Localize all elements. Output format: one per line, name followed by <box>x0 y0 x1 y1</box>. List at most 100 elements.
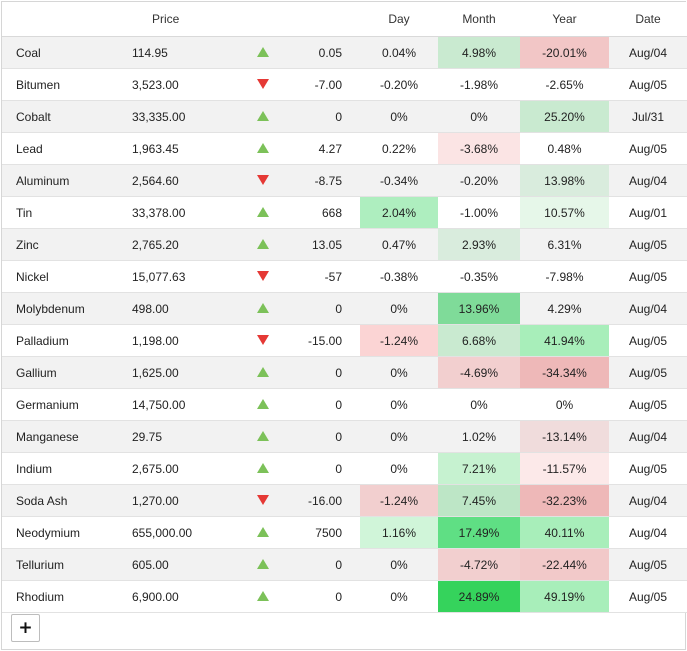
date-cell: Jul/31 <box>609 100 687 133</box>
date-cell: Aug/01 <box>609 196 687 229</box>
table-row[interactable]: Tin 33,378.00 668 2.04% -1.00% 10.57% Aug/01 <box>2 196 687 229</box>
date-cell: Aug/04 <box>609 420 687 453</box>
trend-cell <box>228 36 298 69</box>
month-change-cell: -0.20% <box>438 164 520 197</box>
trend-cell <box>228 356 298 389</box>
day-change-cell: 0.47% <box>360 228 438 261</box>
year-change-cell: 0.48% <box>520 132 609 165</box>
change-cell: 668 <box>298 196 360 229</box>
month-change-cell: -4.72% <box>438 548 520 581</box>
arrow-down-icon <box>257 78 269 89</box>
commodities-table: Price Day Month Year Date Coal 114.95 0.05… <box>2 2 687 613</box>
day-change-cell: 0% <box>360 548 438 581</box>
add-row-button[interactable]: + <box>11 614 40 642</box>
arrow-down-icon <box>257 270 269 281</box>
month-change-cell: -3.68% <box>438 132 520 165</box>
month-change-cell: -1.98% <box>438 68 520 101</box>
trend-cell <box>228 228 298 261</box>
price-cell: 1,963.45 <box>120 132 228 165</box>
arrow-down-icon <box>257 174 269 185</box>
date-cell: Aug/04 <box>609 36 687 69</box>
table-row[interactable]: Nickel 15,077.63 -57 -0.38% -0.35% -7.98% Aug/… <box>2 260 687 293</box>
price-cell: 1,625.00 <box>120 356 228 389</box>
table-row[interactable]: Coal 114.95 0.05 0.04% 4.98% -20.01% Aug/04 <box>2 36 687 69</box>
table-header-row: Price Day Month Year Date <box>2 2 687 37</box>
column-header-name[interactable] <box>2 2 120 37</box>
trend-cell <box>228 484 298 517</box>
arrow-up-icon <box>257 398 269 409</box>
trend-cell <box>228 196 298 229</box>
day-change-cell: -0.38% <box>360 260 438 293</box>
arrow-up-icon <box>257 366 269 377</box>
price-cell: 29.75 <box>120 420 228 453</box>
table-row[interactable]: Rhodium 6,900.00 0 0% 24.89% 49.19% Aug/05 <box>2 580 687 613</box>
arrow-up-icon <box>257 46 269 57</box>
price-cell: 1,270.00 <box>120 484 228 517</box>
date-cell: Aug/05 <box>609 132 687 165</box>
price-cell: 6,900.00 <box>120 580 228 613</box>
trend-cell <box>228 164 298 197</box>
column-header-date[interactable]: Date <box>609 2 687 37</box>
table-row[interactable]: Gallium 1,625.00 0 0% -4.69% -34.34% Aug/05 <box>2 356 687 389</box>
table-row[interactable]: Neodymium 655,000.00 7500 1.16% 17.49% 40.11%… <box>2 516 687 549</box>
price-cell: 33,378.00 <box>120 196 228 229</box>
table-row[interactable]: Palladium 1,198.00 -15.00 -1.24% 6.68% 41.94%… <box>2 324 687 357</box>
commodity-name-cell: Bitumen <box>2 68 120 101</box>
year-change-cell: -11.57% <box>520 452 609 485</box>
arrow-up-icon <box>257 110 269 121</box>
change-cell: -15.00 <box>298 324 360 357</box>
column-header-change[interactable] <box>298 2 360 37</box>
table-row[interactable]: Bitumen 3,523.00 -7.00 -0.20% -1.98% -2.65% Au… <box>2 68 687 101</box>
year-change-cell: -7.98% <box>520 260 609 293</box>
month-change-cell: 17.49% <box>438 516 520 549</box>
column-header-day[interactable]: Day <box>360 2 438 37</box>
date-cell: Aug/05 <box>609 260 687 293</box>
year-change-cell: -20.01% <box>520 36 609 69</box>
month-change-cell: 0% <box>438 100 520 133</box>
day-change-cell: 0% <box>360 452 438 485</box>
table-row[interactable]: Cobalt 33,335.00 0 0% 0% 25.20% Jul/31 <box>2 100 687 133</box>
table-row[interactable]: Aluminum 2,564.60 -8.75 -0.34% -0.20% 13.98% A… <box>2 164 687 197</box>
trend-cell <box>228 324 298 357</box>
month-change-cell: -1.00% <box>438 196 520 229</box>
table-row[interactable]: Manganese 29.75 0 0% 1.02% -13.14% Aug/04 <box>2 420 687 453</box>
price-cell: 2,564.60 <box>120 164 228 197</box>
commodity-name-cell: Manganese <box>2 420 120 453</box>
price-cell: 605.00 <box>120 548 228 581</box>
date-cell: Aug/05 <box>609 452 687 485</box>
change-cell: 0 <box>298 580 360 613</box>
month-change-cell: 24.89% <box>438 580 520 613</box>
arrow-up-icon <box>257 206 269 217</box>
year-change-cell: 41.94% <box>520 324 609 357</box>
day-change-cell: -1.24% <box>360 484 438 517</box>
month-change-cell: -4.69% <box>438 356 520 389</box>
year-change-cell: 10.57% <box>520 196 609 229</box>
table-body: Coal 114.95 0.05 0.04% 4.98% -20.01% Aug/04 Bit… <box>2 36 687 613</box>
change-cell: -7.00 <box>298 68 360 101</box>
price-cell: 14,750.00 <box>120 388 228 421</box>
arrow-down-icon <box>257 334 269 345</box>
year-change-cell: 13.98% <box>520 164 609 197</box>
column-header-trend[interactable] <box>228 2 298 37</box>
price-cell: 498.00 <box>120 292 228 325</box>
table-row[interactable]: Molybdenum 498.00 0 0% 13.96% 4.29% Aug/04 <box>2 292 687 325</box>
change-cell: 0 <box>298 100 360 133</box>
table-row[interactable]: Soda Ash 1,270.00 -16.00 -1.24% 7.45% -32.23%… <box>2 484 687 517</box>
trend-cell <box>228 292 298 325</box>
commodity-name-cell: Tin <box>2 196 120 229</box>
year-change-cell: 6.31% <box>520 228 609 261</box>
table-row[interactable]: Tellurium 605.00 0 0% -4.72% -22.44% Aug/05 <box>2 548 687 581</box>
table-row[interactable]: Germanium 14,750.00 0 0% 0% 0% Aug/05 <box>2 388 687 421</box>
commodity-name-cell: Rhodium <box>2 580 120 613</box>
table-row[interactable]: Lead 1,963.45 4.27 0.22% -3.68% 0.48% Aug/05 <box>2 132 687 165</box>
table-row[interactable]: Zinc 2,765.20 13.05 0.47% 2.93% 6.31% Aug/05 <box>2 228 687 261</box>
price-cell: 15,077.63 <box>120 260 228 293</box>
table-row[interactable]: Indium 2,675.00 0 0% 7.21% -11.57% Aug/05 <box>2 452 687 485</box>
commodity-name-cell: Nickel <box>2 260 120 293</box>
commodity-name-cell: Gallium <box>2 356 120 389</box>
month-change-cell: 4.98% <box>438 36 520 69</box>
column-header-price[interactable]: Price <box>120 2 228 37</box>
column-header-year[interactable]: Year <box>520 2 609 37</box>
column-header-month[interactable]: Month <box>438 2 520 37</box>
